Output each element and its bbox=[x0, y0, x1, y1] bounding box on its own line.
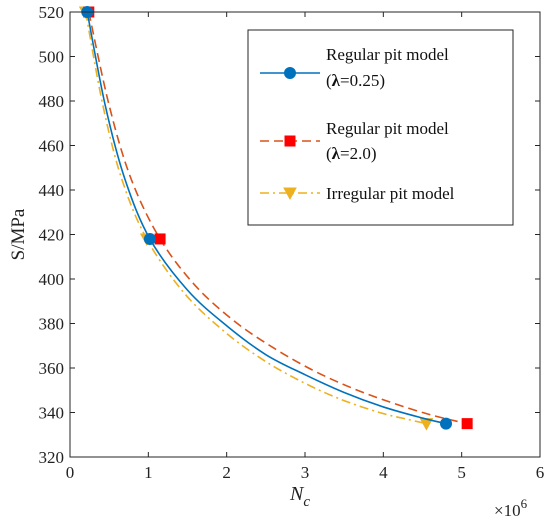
legend-entry-0: Regular pit model (λ=0.25) bbox=[260, 45, 449, 90]
series-0-point-1 bbox=[143, 232, 156, 245]
legend-label-0-value: =0.25) bbox=[340, 71, 385, 90]
legend-label-0-line1: Regular pit model bbox=[326, 45, 449, 64]
y-tick-label-7: 460 bbox=[39, 137, 65, 156]
x-axis: 0 1 2 3 4 5 6 bbox=[66, 12, 545, 482]
series-0-point-2 bbox=[440, 417, 452, 430]
y-tick-label-6: 440 bbox=[39, 181, 65, 200]
y-tick-label-4: 400 bbox=[39, 270, 65, 289]
y-tick-label-10: 520 bbox=[39, 3, 65, 22]
legend-marker-1 bbox=[284, 135, 296, 147]
x-axis-multiplier-exponent: 6 bbox=[521, 496, 528, 511]
legend-entry-2: Irregular pit model bbox=[260, 184, 455, 203]
x-tick-label-5: 5 bbox=[457, 463, 466, 482]
y-axis: 320 340 360 380 400 420 440 460 480 500 520 bbox=[39, 3, 540, 467]
y-tick-label-9: 500 bbox=[39, 48, 65, 67]
legend-label-0-lambda: λ bbox=[332, 71, 341, 90]
x-axis-label-main: N bbox=[289, 483, 305, 505]
x-tick-label-1: 1 bbox=[144, 463, 153, 482]
legend-label-2-line1: Irregular pit model bbox=[326, 184, 455, 203]
y-tick-label-5: 420 bbox=[39, 226, 65, 245]
x-axis-label-subscript: c bbox=[303, 494, 310, 510]
legend: Regular pit model (λ=0.25) Regular pit m… bbox=[247, 29, 514, 226]
legend-label-1-line2: (λ=2.0) bbox=[326, 144, 377, 163]
series-line-2 bbox=[84, 11, 427, 425]
legend-label-0-line2: (λ=0.25) bbox=[326, 71, 385, 90]
y-tick-label-3: 380 bbox=[39, 315, 65, 334]
legend-label-0-open: ( bbox=[326, 71, 332, 90]
legend-label-1-open: ( bbox=[326, 144, 332, 163]
x-tick-label-3: 3 bbox=[301, 463, 310, 482]
legend-marker-0 bbox=[284, 67, 296, 79]
x-axis-multiplier-base: ×10 bbox=[494, 501, 521, 520]
series-1-point-1 bbox=[154, 233, 166, 245]
x-axis-multiplier: ×106 bbox=[494, 496, 528, 520]
x-tick-label-4: 4 bbox=[379, 463, 388, 482]
plot-content bbox=[78, 6, 473, 431]
series-line-0 bbox=[86, 11, 447, 425]
legend-label-1-line1: Regular pit model bbox=[326, 119, 449, 138]
legend-label-1-value: =2.0) bbox=[340, 144, 377, 163]
y-tick-label-1: 340 bbox=[39, 404, 65, 423]
legend-entry-1: Regular pit model (λ=2.0) bbox=[260, 119, 449, 163]
y-axis-label: S/MPa bbox=[8, 208, 29, 260]
legend-label-1-lambda: λ bbox=[332, 144, 341, 163]
y-tick-label-0: 320 bbox=[39, 448, 65, 467]
series-line-1 bbox=[88, 11, 468, 425]
y-tick-label-2: 360 bbox=[39, 359, 65, 378]
series-1-point-2 bbox=[461, 418, 473, 430]
x-axis-label: Nc bbox=[289, 483, 310, 510]
y-tick-label-8: 480 bbox=[39, 92, 65, 111]
x-tick-label-6: 6 bbox=[536, 463, 545, 482]
x-tick-label-0: 0 bbox=[66, 463, 75, 482]
x-tick-label-2: 2 bbox=[222, 463, 231, 482]
legend-marker-2 bbox=[283, 187, 297, 201]
series-0 bbox=[81, 6, 452, 430]
